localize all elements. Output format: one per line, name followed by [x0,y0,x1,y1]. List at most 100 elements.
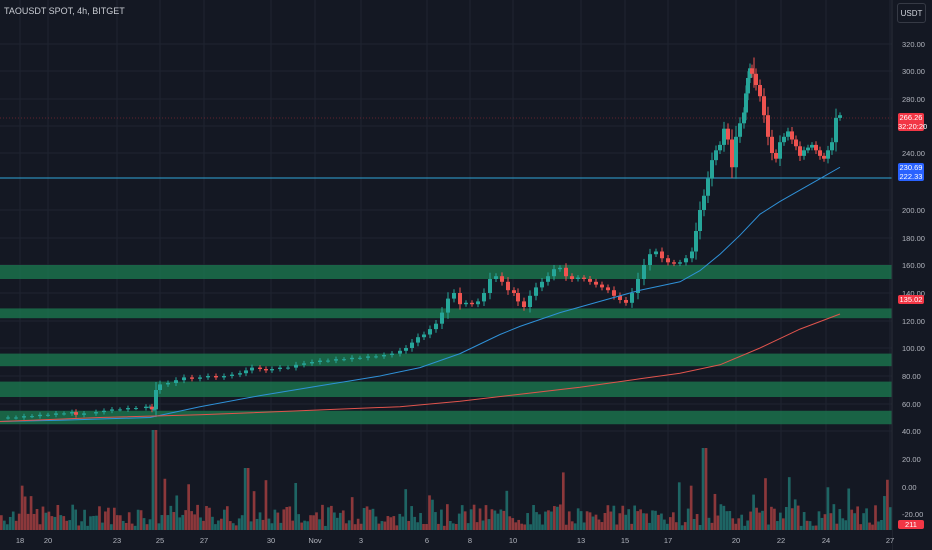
candle-body [214,376,218,378]
candle-body [654,251,658,255]
volume-bar [428,495,431,530]
volume-bar [758,512,761,530]
candle-body [588,279,592,282]
volume-bar [398,513,402,530]
volume-bar [570,521,574,530]
volume-bar [651,510,654,530]
candle-body [374,356,378,358]
volume-bar [371,508,375,530]
time-tick-label: 13 [577,536,585,545]
candle-body [722,128,726,145]
candle-body [422,334,426,338]
volume-bar [618,513,622,530]
volume-bar [814,525,818,530]
volume-bar [790,508,794,530]
volume-bar [240,515,244,530]
time-tick-label: 25 [156,536,164,545]
volume-bar [856,506,859,530]
volume-bar [579,511,583,530]
candle-body [506,281,510,291]
hline-price-value: 222.33 [899,172,923,181]
candle-body [286,367,290,369]
candle-body [552,269,556,277]
candle-body [762,96,766,116]
volume-bar [799,525,803,530]
candle-body [710,160,714,179]
candle-body [786,131,790,137]
volume-bar [139,510,143,530]
volume-bar [663,519,666,530]
volume-bar [508,516,512,530]
volume-bar [44,512,48,530]
volume-bar [597,519,601,530]
volume-bar [573,523,577,530]
time-tick-label: 3 [359,536,363,545]
volume-bar [588,512,592,530]
volume-bar [767,524,770,530]
candle-body [74,412,78,415]
volume-bar [677,482,681,530]
volume-bar [249,521,253,530]
volume-bar [472,504,476,530]
volume-bar [490,509,494,530]
volume-bar [56,504,60,530]
candle-body [278,367,282,369]
volume-bar [53,516,57,530]
volume-bar [776,521,779,530]
candle-body [434,323,438,330]
volume-bar [327,507,330,530]
candle-body [30,416,34,418]
volume-bar [591,516,595,530]
volume-bar [547,510,550,530]
candle-body [666,258,670,263]
time-axis-bg [0,530,892,550]
volume-bar [582,522,586,530]
candle-body [612,290,616,296]
volume-bar [529,524,532,530]
candle-body [546,276,550,282]
volume-bar [671,512,675,530]
volume-bar [199,517,202,530]
volume-bar [59,515,63,530]
volume-bar [802,512,806,530]
volume-bar [457,513,461,530]
volume-bar [755,507,758,530]
candle-body [382,355,386,357]
volume-bar [341,510,345,530]
volume-bar [781,518,785,530]
volume-bar [532,505,535,530]
volume-bar [612,505,616,530]
volume-bar [862,513,865,530]
candle-body [754,73,758,85]
candle-body [302,363,306,365]
volume-bar [642,513,645,530]
price-tick-label: 140.00 [902,289,925,298]
candle-body [494,276,498,279]
volume-bar [886,479,889,530]
price-tick-label: 100.00 [902,344,925,353]
candle-body [190,377,194,379]
volume-bar [291,520,295,530]
price-tick-label: 240.00 [902,149,925,158]
volume-bar [576,508,580,530]
volume-bar [716,515,720,530]
volume-bar [422,523,425,530]
ma-slow-price-tag: 135.02 [898,295,924,304]
candle-body [144,406,148,409]
volume-bar [223,509,226,530]
candle-body [440,312,444,324]
volume-bar [448,521,452,530]
volume-bar [502,510,506,530]
currency-unit-button[interactable]: USDT [897,3,926,23]
volume-bar [865,508,868,530]
volume-bar [419,513,422,530]
volume-bar [294,483,298,530]
candle-body [270,369,274,371]
volume-bar [844,520,848,530]
volume-bar [98,506,101,530]
volume-bar [725,511,729,530]
volume-bar [309,515,312,530]
volume-bar [808,521,812,530]
volume-bar [145,524,149,530]
